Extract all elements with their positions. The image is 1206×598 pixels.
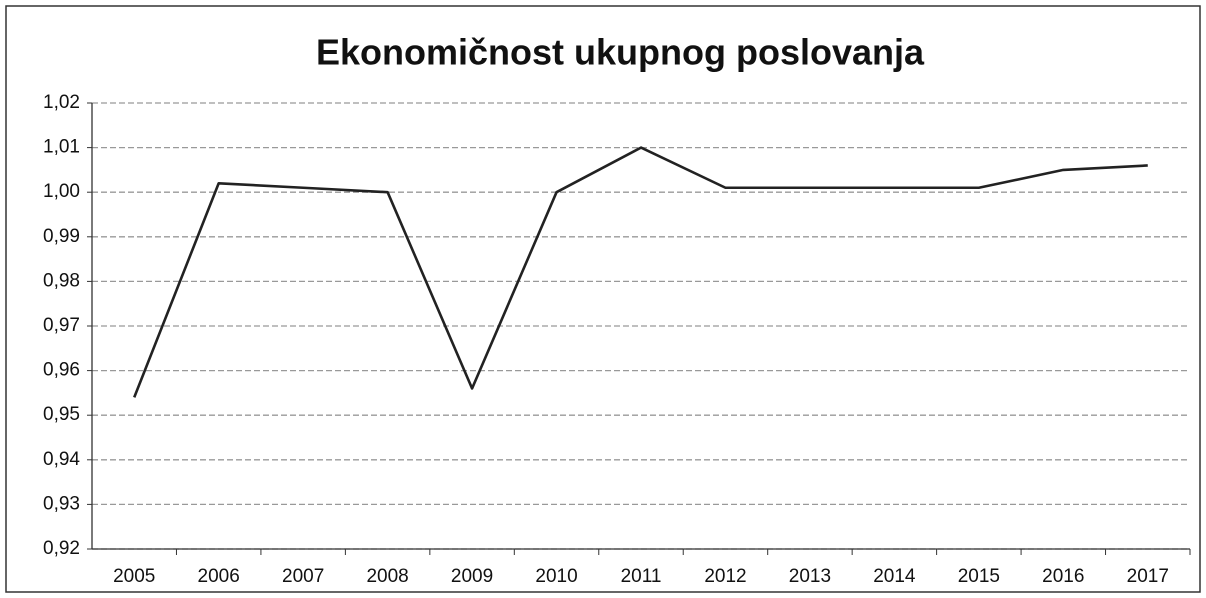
x-tick-label: 2011 [621,566,662,587]
x-tick-label: 2007 [282,566,324,587]
x-tick-label: 2008 [366,566,408,587]
y-tick-label: 0,97 [43,315,80,336]
x-tick-label: 2010 [535,566,577,587]
y-tick-label: 0,99 [43,226,80,247]
y-tick-label: 0,96 [43,360,80,381]
y-tick-label: 1,01 [43,137,80,158]
x-tick-label: 2013 [789,566,831,587]
line-series [133,146,1148,398]
x-tick-label: 2016 [1042,566,1084,587]
x-tick-label: 2015 [958,566,1000,587]
x-tick-label: 2006 [198,566,240,587]
chart-title: Ekonomičnost ukupnog poslovanja [316,32,925,73]
y-tick-label: 0,92 [43,538,80,559]
y-tick-label: 0,98 [43,270,80,291]
x-tick-label: 2005 [113,566,155,587]
y-tick-label: 1,00 [43,181,80,202]
x-tick-label: 2017 [1127,566,1169,587]
y-tick-label: 1,02 [43,92,80,113]
x-tick-label: 2014 [873,566,916,587]
chart-border [5,5,1201,593]
y-tick-label: 0,95 [43,404,80,425]
x-tick-label: 2009 [451,566,493,587]
y-tick-label: 0,94 [43,449,80,470]
y-tick-label: 0,93 [43,493,80,514]
x-tick-label: 2012 [704,566,746,587]
